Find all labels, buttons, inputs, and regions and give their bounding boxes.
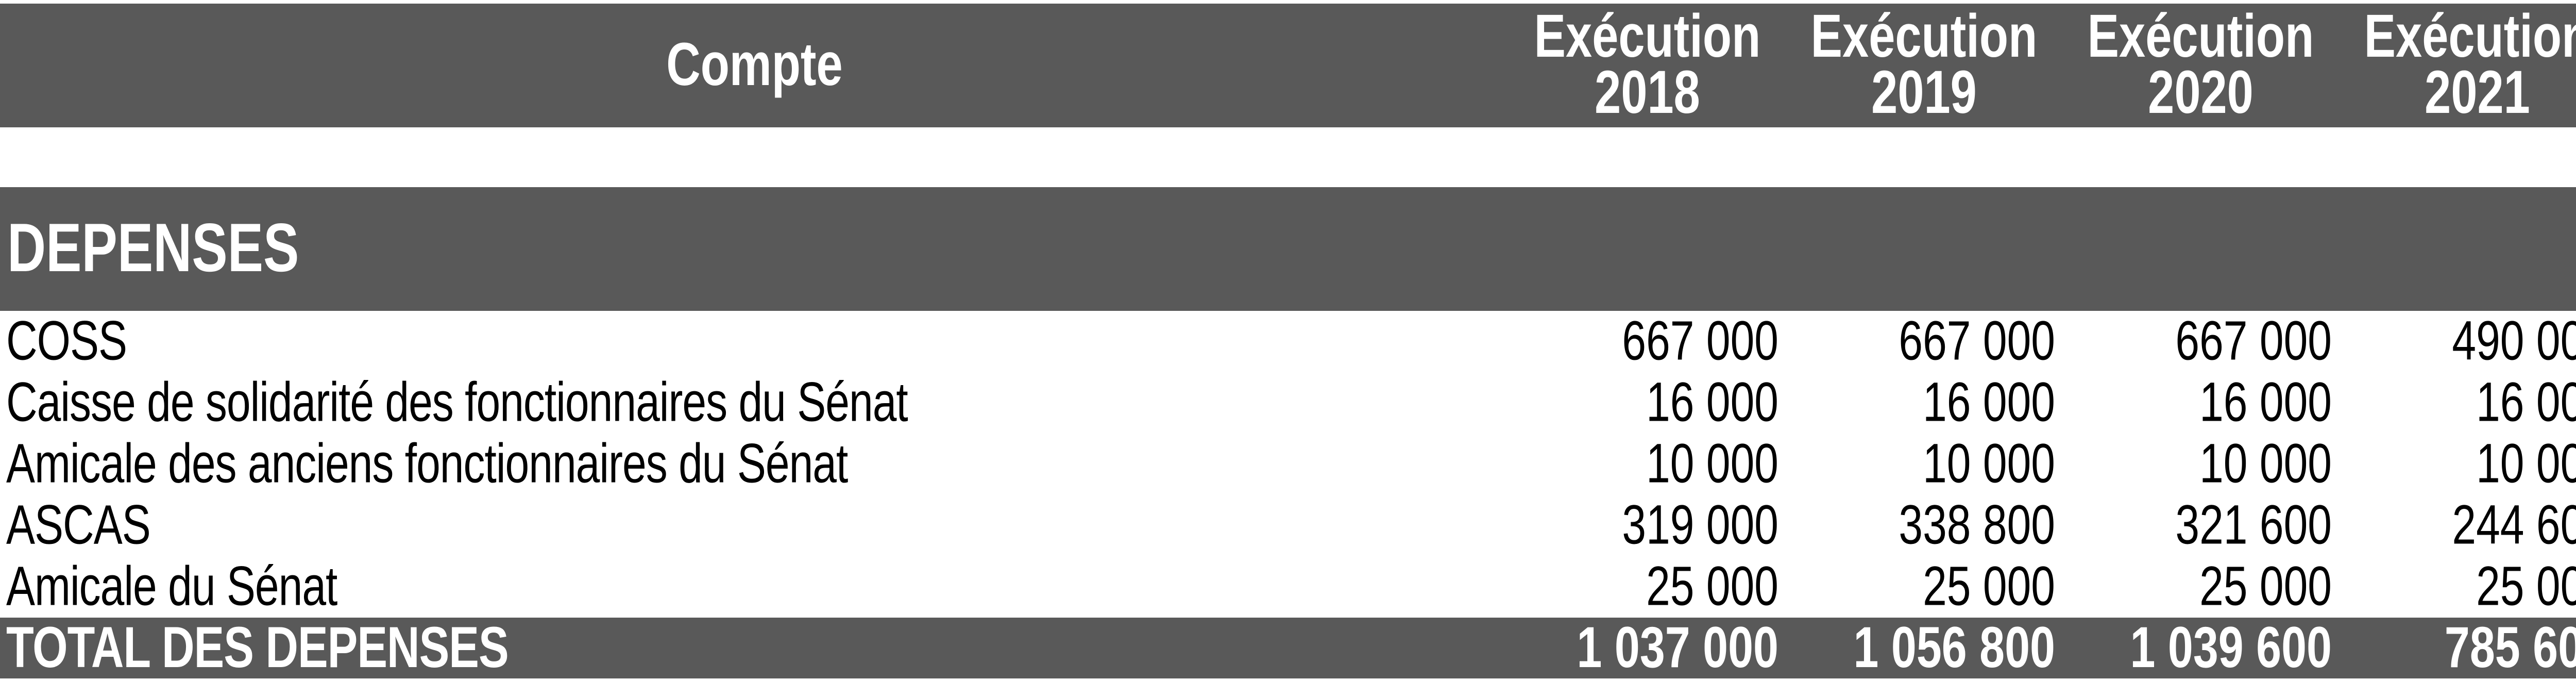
section-title: DEPENSES — [7, 209, 299, 286]
total-value-2019: 1 056 800 — [1853, 614, 2056, 680]
execution-label: Exécution — [1534, 3, 1761, 71]
cell-value-2021: 490 000 — [2452, 309, 2576, 372]
cell-value-2021: 25 000 — [2476, 555, 2576, 617]
row-label: Amicale des anciens fonctionnaires du Sé… — [6, 432, 848, 494]
year-column-header-2020: Exécution 2020 — [2062, 3, 2339, 127]
row-label: COSS — [6, 309, 127, 372]
total-value-2020: 1 039 600 — [2130, 614, 2332, 680]
execution-label: Exécution — [2087, 3, 2314, 71]
year-label: 2018 — [1595, 59, 1700, 126]
cell-value-2020: 667 000 — [2175, 309, 2332, 372]
cell-value-2020: 25 000 — [2199, 555, 2332, 617]
cell-value-2018: 10 000 — [1646, 432, 1778, 494]
cell-value-2018: 667 000 — [1622, 309, 1778, 372]
row-label: ASCAS — [6, 493, 151, 556]
cell-value-2021: 244 600 — [2452, 493, 2576, 556]
section-header-depenses: DEPENSES — [0, 187, 2576, 311]
compte-header-label: Compte — [666, 30, 843, 98]
cell-value-2018: 319 000 — [1622, 493, 1778, 556]
row-label: Caisse de solidarité des fonctionnaires … — [6, 371, 908, 433]
cell-value-2019: 10 000 — [1923, 432, 2055, 494]
row-label: Amicale du Sénat — [6, 555, 337, 617]
year-label: 2020 — [2148, 59, 2253, 126]
cell-value-2020: 16 000 — [2199, 371, 2332, 433]
table-row-amicale-senat: Amicale du Sénat 25 000 25 000 25 000 25… — [0, 555, 2576, 618]
total-label: TOTAL DES DEPENSES — [6, 614, 509, 680]
year-label: 2021 — [2425, 59, 2530, 126]
year-label: 2019 — [1871, 59, 1977, 126]
table-row-coss: COSS 667 000 667 000 667 000 490 000 552… — [0, 309, 2576, 372]
year-column-header-2018: Exécution 2018 — [1509, 3, 1786, 127]
cell-value-2018: 25 000 — [1646, 555, 1778, 617]
cell-value-2021: 16 000 — [2476, 371, 2576, 433]
year-column-header-2021: Exécution 2021 — [2339, 3, 2576, 127]
cell-value-2020: 321 600 — [2175, 493, 2332, 556]
compte-column-header: Compte — [0, 4, 1509, 127]
table-body: COSS 667 000 667 000 667 000 490 000 552… — [0, 309, 2576, 618]
table-row-amicale-anciens: Amicale des anciens fonctionnaires du Sé… — [0, 432, 2576, 495]
cell-value-2019: 667 000 — [1899, 309, 2055, 372]
table-row-ascas: ASCAS 319 000 338 800 321 600 244 600 32… — [0, 493, 2576, 556]
cell-value-2020: 10 000 — [2199, 432, 2332, 494]
total-row: TOTAL DES DEPENSES 1 037 000 1 056 800 1… — [0, 614, 2576, 680]
header-section-gap — [0, 127, 2576, 187]
execution-label: Exécution — [1810, 3, 2038, 71]
cell-value-2019: 25 000 — [1923, 555, 2055, 617]
table-header-row: Compte Exécution 2018 Exécution 2019 Exé… — [0, 3, 2576, 127]
cell-value-2019: 338 800 — [1899, 493, 2055, 556]
cell-value-2021: 10 000 — [2476, 432, 2576, 494]
cell-value-2019: 16 000 — [1923, 371, 2055, 433]
table-row-caisse-solidarite: Caisse de solidarité des fonctionnaires … — [0, 371, 2576, 434]
total-value-2018: 1 037 000 — [1577, 614, 1779, 680]
execution-label: Exécution — [2364, 3, 2576, 71]
total-value-2021: 785 600 — [2444, 614, 2576, 680]
year-column-header-2019: Exécution 2019 — [1786, 3, 2062, 127]
cell-value-2018: 16 000 — [1646, 371, 1778, 433]
